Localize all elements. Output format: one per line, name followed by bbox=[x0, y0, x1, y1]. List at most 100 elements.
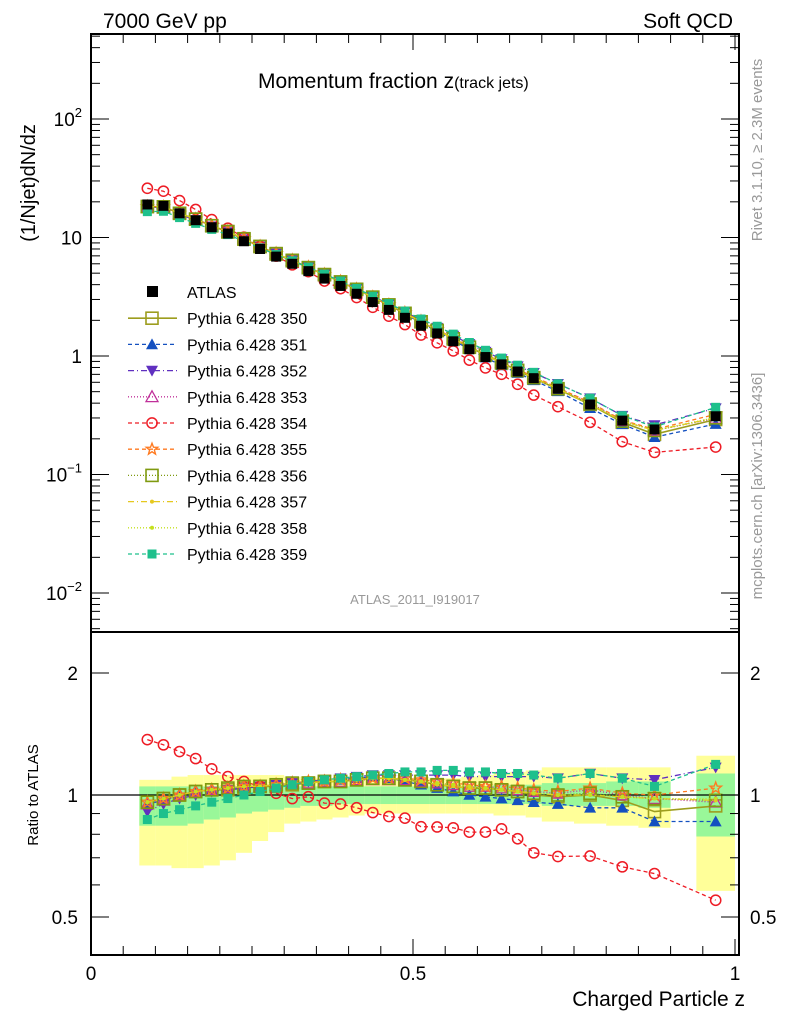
y-tick-label: 10 bbox=[61, 229, 82, 250]
atlas-point bbox=[512, 366, 523, 377]
series-359-ratio-point bbox=[158, 809, 168, 819]
series-359-main-point bbox=[384, 299, 394, 309]
atlas-point bbox=[464, 344, 475, 355]
series-354-main-point bbox=[616, 435, 629, 448]
legend-label: Pythia 6.428 356 bbox=[187, 468, 307, 485]
series-359-main-point bbox=[400, 306, 410, 316]
ratio-y-tick-label-left: 0.5 bbox=[52, 908, 78, 929]
y-tick-exponent: 2 bbox=[75, 105, 82, 120]
series-359-ratio-point bbox=[432, 765, 442, 775]
series-358-ratio-point bbox=[515, 789, 520, 794]
series-359-main-point bbox=[448, 329, 458, 339]
series-354-main-point bbox=[447, 345, 460, 357]
series-359-ratio-point bbox=[497, 768, 507, 778]
legend-label: Pythia 6.428 359 bbox=[187, 547, 307, 564]
series-354-ratio-point bbox=[511, 832, 524, 845]
analysis-id: ATLAS_2011_I919017 bbox=[350, 592, 480, 607]
atlas-point bbox=[174, 208, 185, 219]
series-358-ratio-point bbox=[402, 777, 407, 782]
y-tick-base: 10 bbox=[46, 584, 67, 605]
atlas-point bbox=[416, 320, 427, 331]
legend-label: Pythia 6.428 350 bbox=[187, 311, 307, 328]
atlas-point bbox=[255, 243, 266, 254]
series-354-ratio-point bbox=[415, 820, 427, 833]
series-354-ratio-point bbox=[141, 733, 154, 746]
series-358-ratio-point bbox=[467, 784, 472, 789]
y-tick-label: 10−2 bbox=[46, 579, 82, 605]
series-358-ratio-point bbox=[652, 796, 657, 801]
series-354-ratio-point bbox=[463, 826, 476, 838]
atlas-point bbox=[528, 373, 539, 384]
legend-marker bbox=[147, 549, 157, 559]
series-359-main-point bbox=[585, 393, 595, 403]
y-tick-exponent: −1 bbox=[67, 461, 82, 476]
series-354-ratio-point bbox=[157, 738, 170, 751]
series-356-ratio-point bbox=[172, 788, 187, 802]
atlas-point bbox=[190, 215, 201, 226]
mcplots-reference: mcplots.cern.ch [arXiv:1306.3436] bbox=[749, 373, 766, 600]
series-355-ratio-point bbox=[708, 780, 724, 795]
atlas-point bbox=[142, 199, 153, 210]
series-354-ratio-point bbox=[552, 850, 564, 863]
series-354-ratio-point bbox=[302, 790, 315, 803]
series-351-ratio-point bbox=[551, 798, 564, 809]
series-358-ratio-point bbox=[209, 787, 214, 792]
series-359-ratio-point bbox=[464, 767, 474, 777]
series-351-ratio-point bbox=[709, 815, 722, 827]
series-351-ratio-point bbox=[495, 792, 508, 804]
atlas-point bbox=[496, 359, 507, 370]
legend-marker bbox=[145, 468, 159, 483]
legend: ATLAS Pythia 6.428 350 Pythia 6.428 351 Pyt… bbox=[128, 285, 307, 564]
series-359-ratio-point bbox=[650, 781, 659, 791]
series-356-ratio-point bbox=[708, 793, 723, 808]
series-354-ratio-point bbox=[173, 745, 186, 758]
atlas-point bbox=[585, 399, 596, 410]
series-358-ratio-point bbox=[620, 794, 625, 799]
series-359-ratio-point bbox=[175, 805, 185, 815]
series-359-main-point bbox=[464, 338, 474, 348]
series-354-ratio-point bbox=[205, 763, 218, 775]
x-tick-label: 1 bbox=[730, 964, 741, 985]
series-354-main-point bbox=[511, 378, 524, 391]
y-tick-label: 102 bbox=[54, 105, 82, 131]
x-tick-label: 0.5 bbox=[400, 964, 426, 985]
series-layer bbox=[139, 182, 724, 907]
plot-title: Momentum fraction z(track jets) bbox=[258, 70, 529, 93]
series-359-ratio-point bbox=[271, 783, 281, 793]
series-358-ratio-point bbox=[451, 782, 456, 787]
series-359-ratio-point bbox=[223, 794, 233, 804]
atlas-point bbox=[351, 288, 362, 299]
legend-marker bbox=[146, 417, 158, 429]
series-359-ratio-point bbox=[553, 773, 563, 783]
x-tick-label: 0 bbox=[86, 964, 97, 985]
series-359-ratio-point bbox=[303, 776, 313, 786]
series-354-ratio-point bbox=[709, 894, 722, 907]
series-359-main-point bbox=[368, 291, 378, 301]
series-359-main-point bbox=[158, 206, 168, 216]
x-axis-label: Charged Particle z bbox=[572, 988, 745, 1011]
series-atlas bbox=[142, 199, 721, 435]
atlas-point bbox=[710, 411, 721, 422]
legend-label: Pythia 6.428 358 bbox=[187, 521, 307, 538]
series-355-ratio-point bbox=[171, 786, 188, 802]
series-359-ratio-point bbox=[480, 767, 490, 777]
series-359-main-point bbox=[480, 345, 490, 355]
series-354-ratio-point bbox=[431, 821, 443, 833]
series-359-ratio-point bbox=[384, 768, 394, 778]
y-tick-label: 10−1 bbox=[46, 461, 82, 487]
series-359-ratio-point bbox=[400, 767, 410, 777]
series-354-ratio-point bbox=[366, 806, 379, 819]
series-354-ratio-line bbox=[147, 738, 716, 901]
series-359-ratio-point bbox=[416, 767, 426, 777]
series-355-ratio-point bbox=[582, 780, 598, 795]
atlas-point bbox=[335, 280, 346, 291]
series-359-main-point bbox=[352, 283, 362, 293]
series-359-ratio-point bbox=[142, 815, 152, 825]
atlas-point bbox=[303, 266, 314, 277]
series-351-ratio-point bbox=[511, 794, 524, 806]
legend-marker bbox=[144, 441, 160, 456]
legend-label: Pythia 6.428 355 bbox=[187, 442, 307, 459]
legend-label: Pythia 6.428 353 bbox=[187, 390, 307, 407]
series-358-ratio-point bbox=[241, 784, 246, 789]
